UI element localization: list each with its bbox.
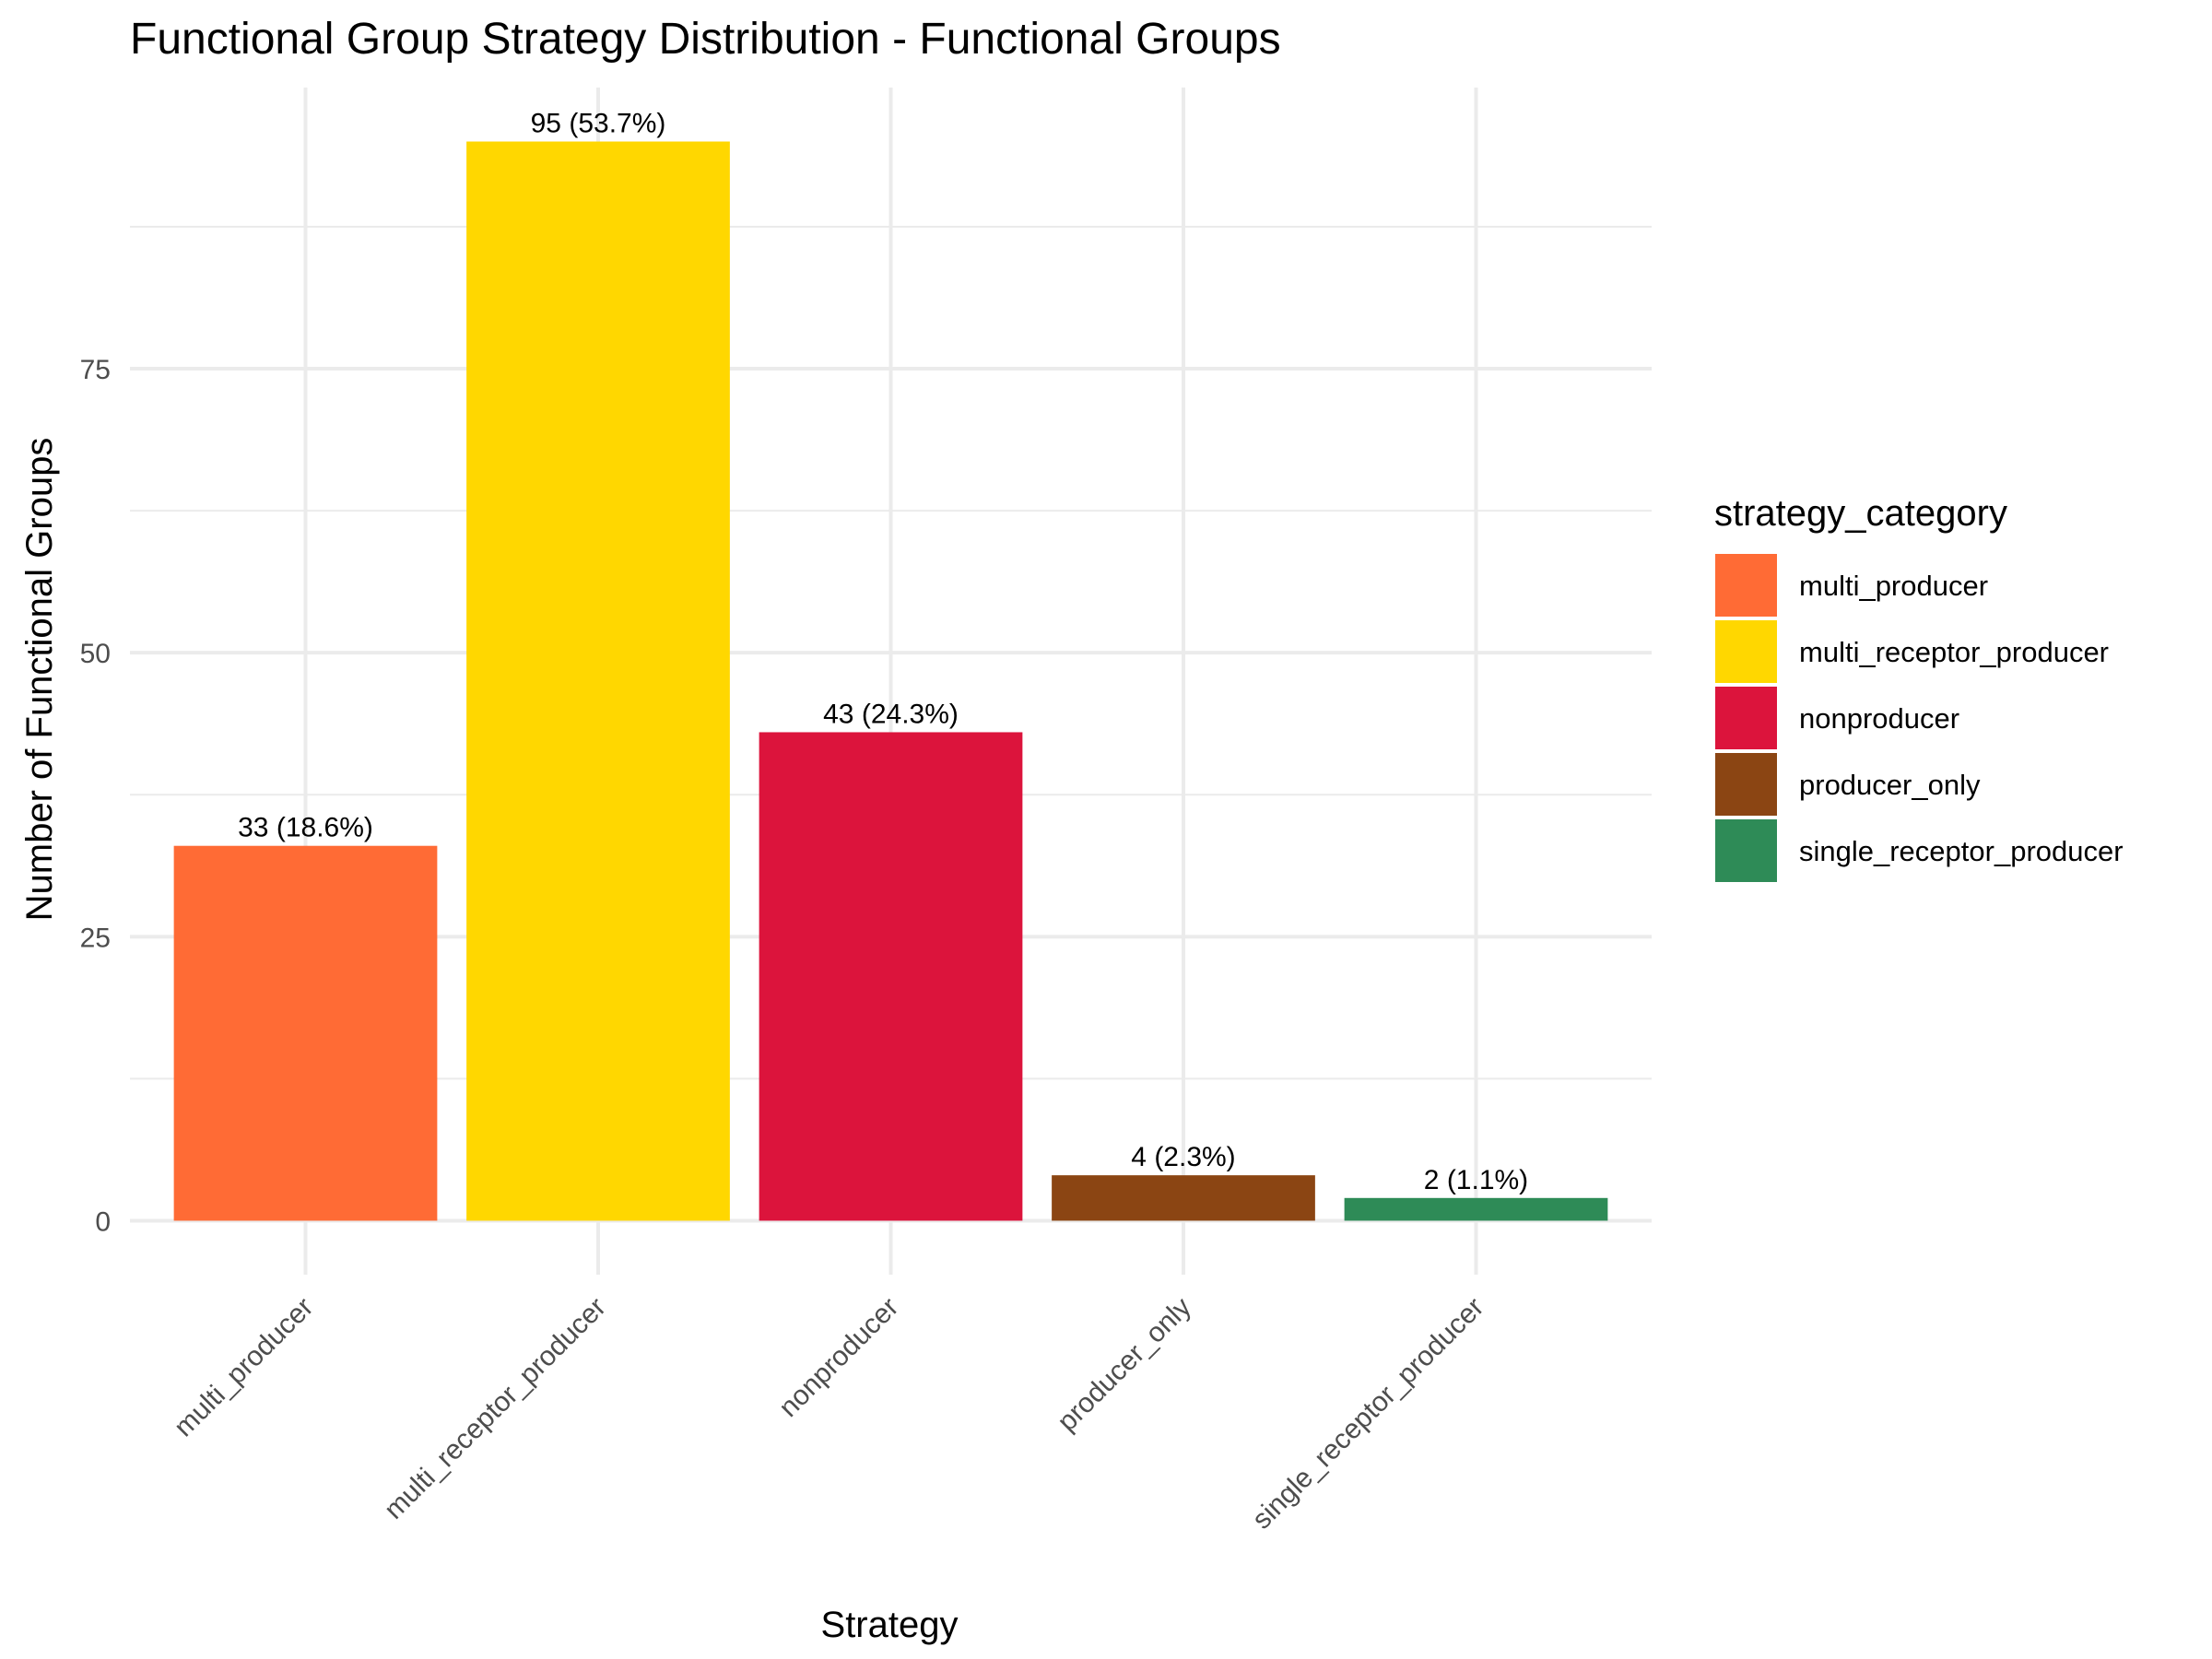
x-tick-label-single_receptor_producer: single_receptor_producer <box>1247 1292 1490 1535</box>
x-tick-label-producer_only: producer_only <box>1052 1292 1197 1438</box>
data-label-multi_producer: 33 (18.6%) <box>238 813 373 843</box>
legend-title: strategy_category <box>1714 493 2007 534</box>
y-tick-label: 75 <box>80 355 111 385</box>
y-tick-label: 25 <box>80 923 111 953</box>
data-label-producer_only: 4 (2.3%) <box>1131 1142 1235 1172</box>
legend-label-single_receptor_producer: single_receptor_producer <box>1799 835 2124 867</box>
legend-label-producer_only: producer_only <box>1799 769 1981 801</box>
bar-single_receptor_producer <box>1344 1197 1608 1221</box>
y-axis-ticks: 0 25 50 75 <box>80 355 111 1237</box>
data-label-nonproducer: 43 (24.3%) <box>823 699 959 729</box>
x-tick-label-multi_producer: multi_producer <box>169 1292 320 1443</box>
bar-nonproducer <box>759 732 1023 1221</box>
legend-label-nonproducer: nonproducer <box>1799 702 1959 735</box>
x-tick-label-nonproducer: nonproducer <box>773 1292 904 1423</box>
y-axis-title: Number of Functional Groups <box>19 438 60 922</box>
chart-title: Functional Group Strategy Distribution -… <box>130 15 1281 64</box>
legend-swatch-nonproducer <box>1715 687 1777 749</box>
x-axis-ticks: multi_producer multi_receptor_producer non… <box>169 1292 1490 1535</box>
legend-swatch-multi_receptor_producer <box>1715 620 1777 683</box>
legend-label-multi_receptor_producer: multi_receptor_producer <box>1799 636 2109 668</box>
legend-swatch-producer_only <box>1715 753 1777 816</box>
legend: strategy_category multi_producer multi_re… <box>1714 493 2124 882</box>
bars <box>173 141 1608 1221</box>
data-label-single_receptor_producer: 2 (1.1%) <box>1424 1165 1528 1195</box>
x-tick-label-multi_receptor_producer: multi_receptor_producer <box>379 1292 612 1525</box>
legend-label-multi_producer: multi_producer <box>1799 570 1988 602</box>
data-label-multi_receptor_producer: 95 (53.7%) <box>531 109 666 139</box>
x-axis-title: Strategy <box>821 1605 959 1645</box>
y-tick-label: 50 <box>80 639 111 669</box>
legend-swatch-single_receptor_producer <box>1715 819 1777 882</box>
bar-multi_producer <box>173 845 438 1221</box>
y-tick-label: 0 <box>95 1206 111 1237</box>
bar-producer_only <box>1052 1175 1315 1221</box>
legend-swatch-multi_producer <box>1715 554 1777 617</box>
bar-multi_receptor_producer <box>466 141 730 1221</box>
data-labels: 33 (18.6%) 95 (53.7%) 43 (24.3%) 4 (2.3%) 2 … <box>238 109 1528 1195</box>
